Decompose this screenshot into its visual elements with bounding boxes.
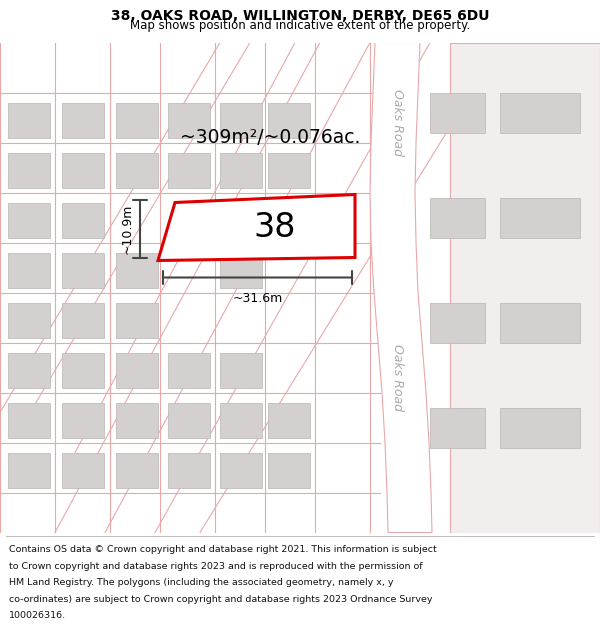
Bar xyxy=(220,253,262,288)
Bar xyxy=(116,152,158,188)
Bar xyxy=(8,302,50,338)
Bar xyxy=(268,102,310,138)
Bar xyxy=(220,152,262,188)
Text: Contains OS data © Crown copyright and database right 2021. This information is : Contains OS data © Crown copyright and d… xyxy=(9,546,437,554)
Bar xyxy=(8,253,50,288)
Bar xyxy=(168,352,210,388)
Bar xyxy=(62,102,104,138)
Bar xyxy=(500,92,580,132)
Bar xyxy=(116,302,158,338)
Text: ~31.6m: ~31.6m xyxy=(232,291,283,304)
Bar xyxy=(500,408,580,447)
Bar xyxy=(116,452,158,488)
Bar xyxy=(116,253,158,288)
Bar xyxy=(8,352,50,388)
Text: ~309m²/~0.076ac.: ~309m²/~0.076ac. xyxy=(180,128,360,147)
Bar xyxy=(220,402,262,437)
Text: to Crown copyright and database rights 2023 and is reproduced with the permissio: to Crown copyright and database rights 2… xyxy=(9,562,422,571)
Text: Oaks Road: Oaks Road xyxy=(391,89,404,156)
Bar xyxy=(62,202,104,238)
Bar xyxy=(62,452,104,488)
Bar xyxy=(168,452,210,488)
Text: 38: 38 xyxy=(254,211,296,244)
Text: co-ordinates) are subject to Crown copyright and database rights 2023 Ordnance S: co-ordinates) are subject to Crown copyr… xyxy=(9,595,433,604)
Bar xyxy=(430,408,485,447)
Bar xyxy=(220,202,262,238)
Bar xyxy=(8,152,50,188)
Bar xyxy=(220,452,262,488)
Bar xyxy=(8,202,50,238)
Bar xyxy=(268,152,310,188)
Bar xyxy=(62,352,104,388)
Bar xyxy=(168,152,210,188)
Bar xyxy=(268,452,310,488)
Bar xyxy=(116,102,158,138)
Bar xyxy=(500,302,580,343)
Text: 100026316.: 100026316. xyxy=(9,611,66,620)
Polygon shape xyxy=(158,194,355,261)
Text: 38, OAKS ROAD, WILLINGTON, DERBY, DE65 6DU: 38, OAKS ROAD, WILLINGTON, DERBY, DE65 6… xyxy=(111,9,489,23)
Bar xyxy=(220,102,262,138)
Bar xyxy=(168,402,210,437)
Bar xyxy=(62,402,104,437)
Bar xyxy=(62,302,104,338)
Text: Oaks Road: Oaks Road xyxy=(391,344,404,411)
Bar xyxy=(500,198,580,238)
Bar xyxy=(430,302,485,343)
Bar xyxy=(430,92,485,132)
Text: HM Land Registry. The polygons (including the associated geometry, namely x, y: HM Land Registry. The polygons (includin… xyxy=(9,578,394,587)
Text: ~10.9m: ~10.9m xyxy=(121,204,134,254)
Bar xyxy=(268,402,310,437)
Polygon shape xyxy=(370,42,432,532)
Bar xyxy=(116,402,158,437)
Polygon shape xyxy=(450,42,600,532)
Bar xyxy=(8,452,50,488)
Bar xyxy=(430,198,485,238)
Bar xyxy=(8,102,50,138)
Bar xyxy=(268,202,310,238)
Bar xyxy=(62,152,104,188)
Bar xyxy=(168,102,210,138)
Bar xyxy=(62,253,104,288)
Bar xyxy=(8,402,50,437)
Text: Map shows position and indicative extent of the property.: Map shows position and indicative extent… xyxy=(130,19,470,32)
Bar xyxy=(116,352,158,388)
Bar xyxy=(220,352,262,388)
